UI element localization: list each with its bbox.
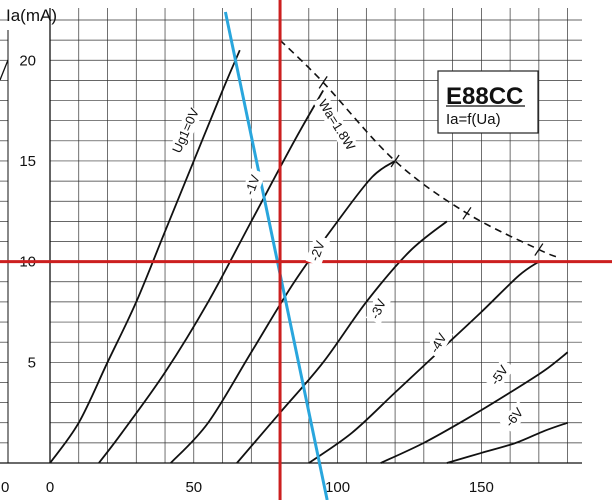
y-axis-label: Ia(mA) — [6, 6, 57, 25]
curve-label-g2: -2V — [305, 234, 331, 267]
curve-label-bg — [425, 326, 454, 359]
curve-label-g1: -1V — [240, 168, 266, 201]
curve-label-wa: Wa=1.8W — [313, 94, 359, 154]
y-tick-label: 15 — [19, 153, 36, 170]
curve-label-bg — [313, 94, 358, 152]
grid — [0, 8, 582, 463]
curve-label-bg — [305, 234, 331, 267]
x-tick-label: 50 — [185, 479, 202, 496]
curve-label-text: Wa=1.8W — [315, 97, 358, 154]
y-tick-label: 5 — [28, 354, 36, 371]
title-box: E88CC Ia=f(Ua) — [437, 70, 539, 134]
x-tick-labels: 0 50 100 150 0 — [1, 479, 494, 496]
dissipation-tick — [534, 243, 544, 256]
x-tick-label: 150 — [469, 479, 494, 496]
curve-label-text: -2V — [307, 239, 328, 263]
x-tick-label: 100 — [325, 479, 350, 496]
dissipation-curve — [279, 39, 560, 259]
axes — [0, 8, 582, 464]
load-line — [223, 11, 329, 500]
x-tick-label: 0 — [1, 479, 9, 496]
plate-curve-6 — [446, 421, 568, 464]
plate-curve-5 — [380, 351, 569, 464]
dissipation-tick — [390, 154, 400, 168]
curve-label-g3: -3V — [365, 292, 392, 325]
curve-label-bg — [365, 292, 392, 325]
left-strip-curve — [0, 59, 9, 81]
plate-curve-2 — [170, 160, 396, 464]
curve-label-bg — [240, 168, 266, 201]
load-line-group — [223, 11, 329, 500]
y-tick-label: 20 — [19, 52, 36, 69]
dissipation-tick — [318, 76, 328, 89]
plate-curve-3 — [236, 220, 448, 464]
curve-label-bg — [485, 358, 515, 391]
chart-subtitle: Ia=f(Ua) — [446, 111, 501, 128]
curve-label-text: Ug1=0V — [169, 106, 202, 156]
title-box-frame — [437, 70, 539, 134]
curve-label-g6: -6V — [499, 400, 531, 433]
dissipation-tick — [462, 206, 472, 220]
curve-label-g4: -4V — [425, 326, 454, 359]
curve-label-text: -1V — [242, 173, 263, 197]
curve-label-bg — [499, 400, 531, 433]
plate-curve-1 — [98, 90, 324, 464]
x-tick-label: 0 — [46, 479, 54, 496]
curve-label-bg — [167, 105, 203, 159]
plate-curve-0 — [49, 49, 241, 464]
